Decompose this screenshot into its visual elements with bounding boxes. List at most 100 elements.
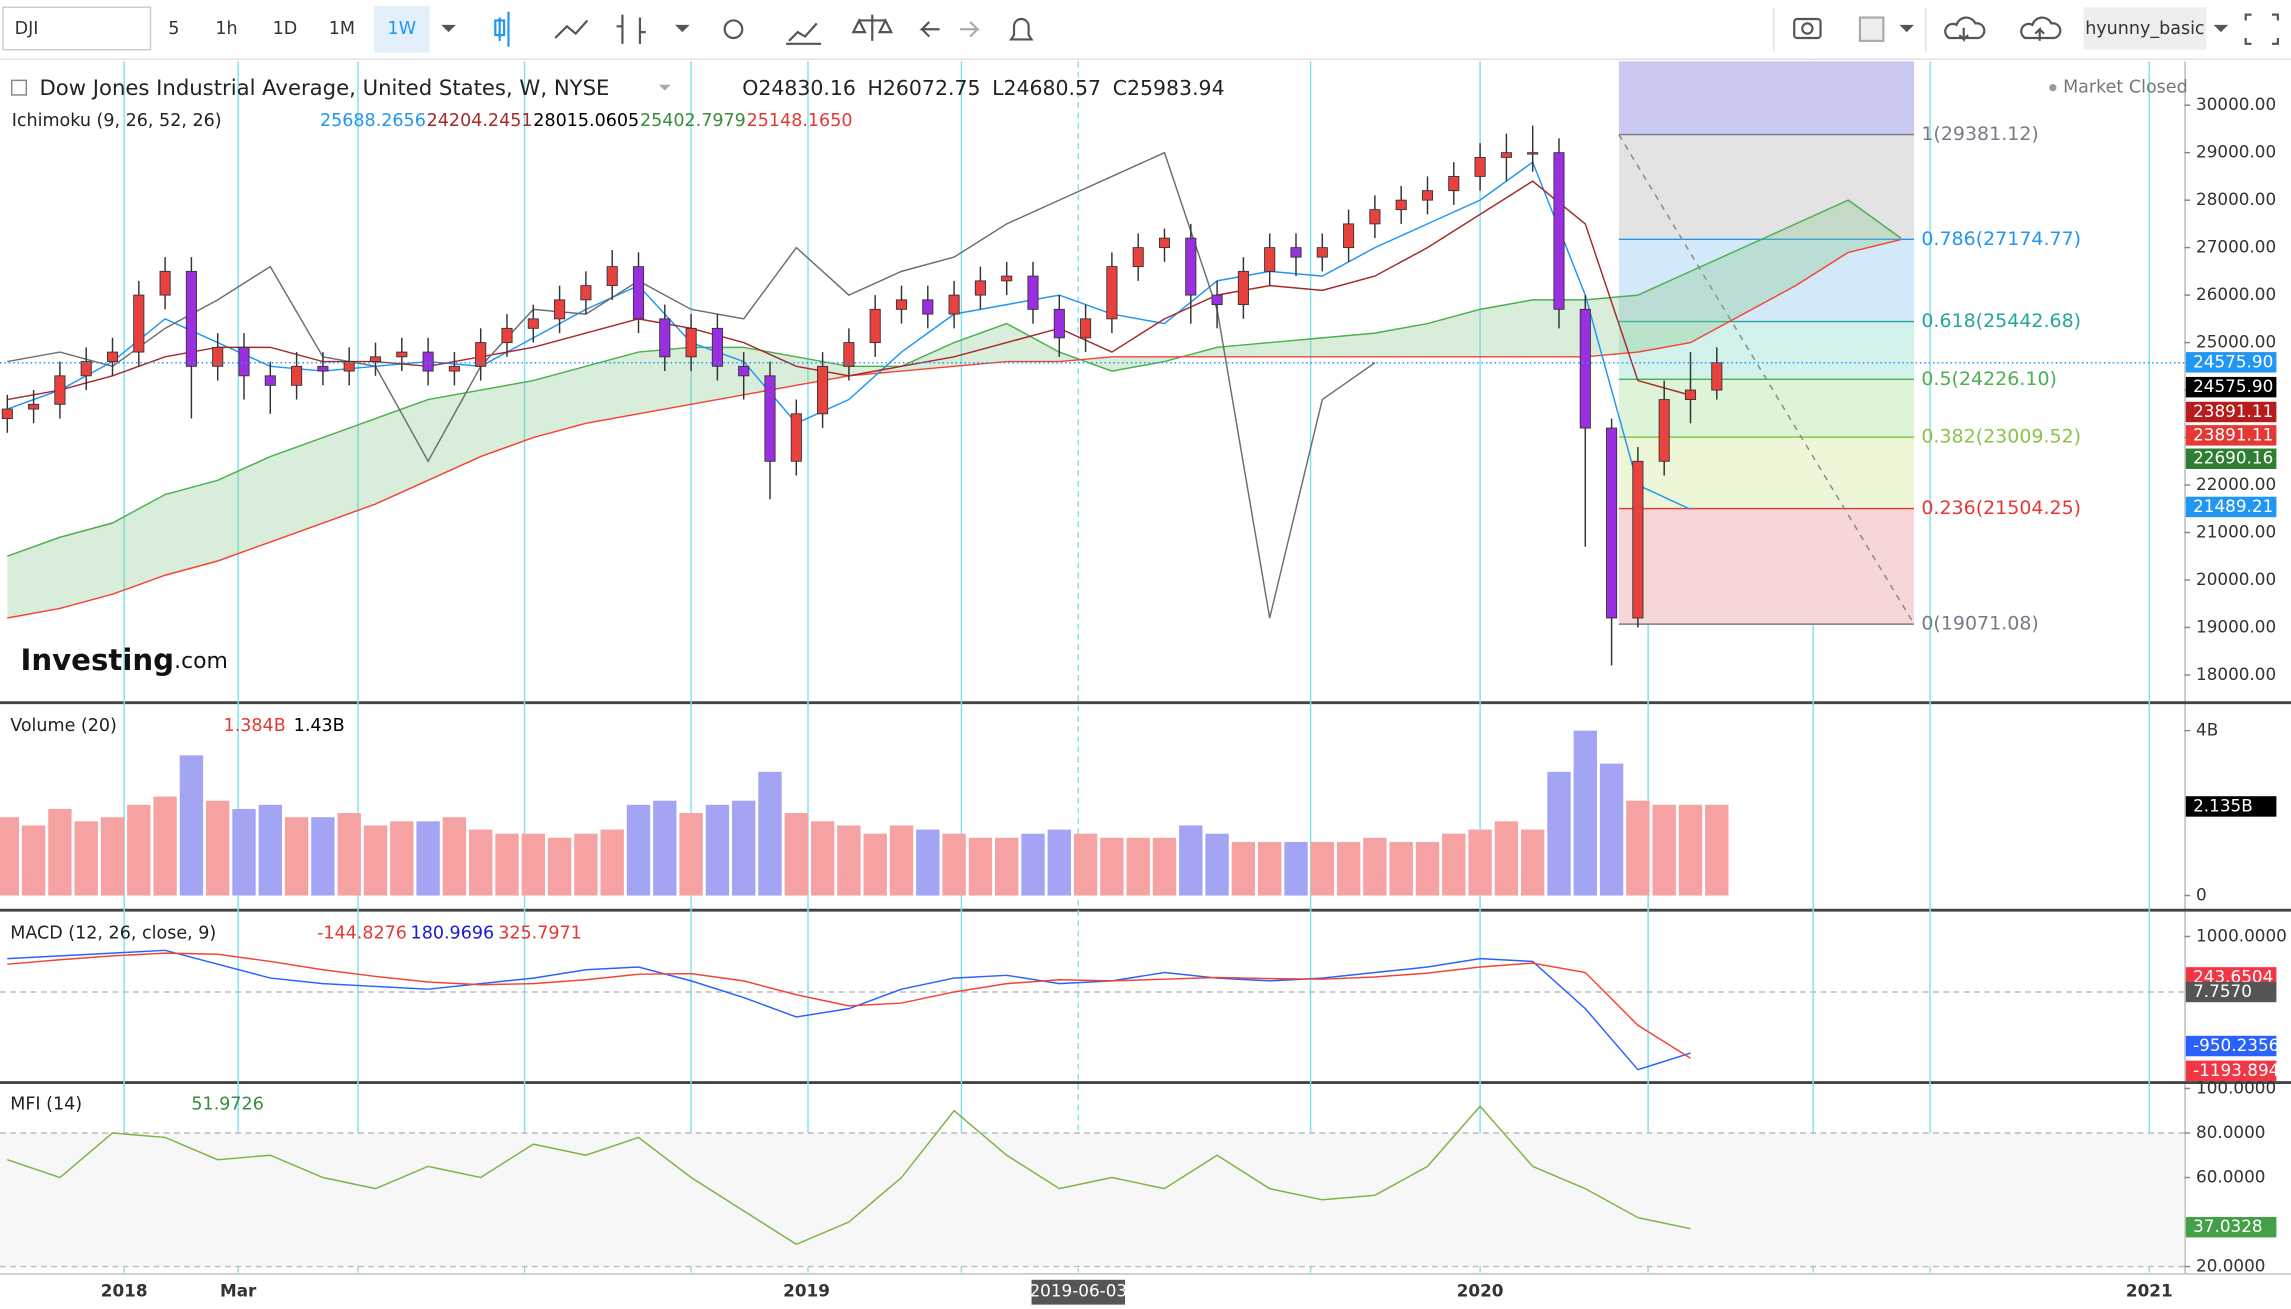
undo-icon[interactable] <box>919 21 940 38</box>
candle-body <box>659 318 671 358</box>
indicators-icon[interactable] <box>786 22 822 45</box>
vertical-lines <box>123 61 2151 1273</box>
indicator-line <box>7 949 1691 1071</box>
volume-bar <box>1336 841 1361 896</box>
interval-button[interactable]: 1D <box>273 19 298 39</box>
y-tick-label: 20000.00 <box>2196 569 2276 589</box>
candle-body <box>1 408 13 419</box>
fib-band <box>1618 508 1915 625</box>
user-box[interactable] <box>2083 7 2207 50</box>
interval-group: 5 1h 1D 1M 1W <box>168 5 430 53</box>
settings-icon[interactable] <box>723 19 744 40</box>
candle-body <box>212 346 224 367</box>
price-tag-label: 21489.21 <box>2193 496 2273 516</box>
time-axis: 2018 Mar 2019 2019-06-03 2020 2021 <box>101 1279 2173 1305</box>
interval-button[interactable]: 5 <box>168 19 179 39</box>
camera-lens[interactable] <box>1801 22 1814 35</box>
plots: 30000.00 29000.00 28000.00 27000.00 26000.00… <box>0 61 2290 1276</box>
y-tick-label: 20.0000 <box>2196 1256 2265 1276</box>
line-icon[interactable] <box>554 19 589 39</box>
legend-value: 325.7971 <box>498 924 582 944</box>
volume-bar <box>1442 833 1466 896</box>
y-tick-label: 100.0000 <box>2196 1077 2276 1097</box>
volume-bar <box>1705 804 1729 896</box>
volume-bar <box>732 800 756 896</box>
volume-title: Volume (20) <box>10 716 117 736</box>
y-tick-label: 0 <box>2196 885 2207 905</box>
candle-body <box>869 308 881 344</box>
price-tag <box>2185 401 2277 423</box>
compare-icon[interactable] <box>851 14 894 41</box>
candle-body <box>475 342 487 367</box>
candle-body <box>54 375 66 405</box>
candle-body <box>843 342 855 367</box>
cloud-save-icon[interactable] <box>2020 16 2062 41</box>
fib-band <box>1618 134 1915 240</box>
camera-icon[interactable] <box>1793 17 1822 40</box>
legend-value: 1.43B <box>294 716 345 736</box>
y-tick-label: 80.0000 <box>2196 1122 2265 1142</box>
time-label: 2021 <box>2126 1280 2173 1300</box>
alert-icon[interactable] <box>1009 17 1034 41</box>
bars-icon[interactable] <box>616 14 646 44</box>
fib-retracement: 1(29381.12) 0.786(27174.77) 0.618(25442.68… <box>1618 61 2081 635</box>
candle-body <box>817 365 829 415</box>
candle-body <box>1053 308 1065 339</box>
dropdown-icon[interactable] <box>675 24 690 33</box>
dropdown-icon[interactable] <box>2213 24 2229 33</box>
user-name[interactable]: hyunny_basic <box>2085 19 2204 39</box>
candle-body <box>922 299 934 315</box>
fib-label: 0.786(27174.77) <box>1921 228 2081 250</box>
interval-button[interactable]: 1W <box>388 19 416 39</box>
volume-bar <box>600 829 624 896</box>
indicator-value: 24204.2451 <box>427 111 533 131</box>
time-label: 2020 <box>1457 1280 1504 1300</box>
candle-body <box>1500 152 1512 158</box>
dropdown-icon[interactable] <box>441 24 456 33</box>
tool-icons <box>494 11 2279 47</box>
symbol-box[interactable] <box>2 6 152 51</box>
symbol[interactable]: DJI <box>15 19 39 39</box>
market-status: Market Closed <box>2063 78 2188 98</box>
interval-button[interactable]: 1M <box>329 19 355 39</box>
y-tick-label: 18000.00 <box>2196 664 2276 684</box>
redo-icon[interactable] <box>959 21 981 38</box>
cloud-load-icon[interactable] <box>1944 16 1986 43</box>
time-label: Mar <box>220 1280 257 1300</box>
candle-body <box>1264 247 1276 272</box>
fib-label: 0.382(23009.52) <box>1921 426 2081 448</box>
volume-bar <box>1652 804 1676 896</box>
volume-bar <box>1678 804 1703 896</box>
fullscreen-icon[interactable] <box>2244 13 2279 45</box>
cursor-date-bg <box>1031 1279 1126 1305</box>
volume-bar <box>1284 841 1308 896</box>
volume-bar <box>1310 841 1334 896</box>
price-tag <box>2185 496 2277 518</box>
color-box[interactable] <box>1858 16 1885 43</box>
candle-body <box>554 299 566 320</box>
volume-bar <box>863 833 887 896</box>
logo-suffix: .com <box>174 649 228 674</box>
y-tick-label: 28000.00 <box>2196 189 2276 209</box>
volume-bar <box>1100 837 1124 896</box>
candle-body <box>238 346 250 377</box>
volume-bar <box>679 813 703 896</box>
price-tag <box>2185 1060 2277 1082</box>
volume-bar <box>311 817 335 896</box>
collapse-icon[interactable] <box>10 79 28 96</box>
candle-body <box>1211 294 1223 306</box>
candle-body-icon[interactable] <box>494 19 506 37</box>
price-tag <box>2185 425 2277 446</box>
price-tag <box>2185 796 2277 817</box>
time-label: 2019 <box>783 1280 830 1300</box>
dropdown-icon[interactable] <box>658 84 671 91</box>
candle-body <box>1158 237 1171 249</box>
fib-trend <box>1618 134 1915 625</box>
interval-button[interactable]: 1h <box>215 19 237 39</box>
dropdown-icon[interactable] <box>1899 24 1915 33</box>
indicator-value: 28015.0605 <box>533 111 639 131</box>
volume-bar <box>705 804 730 896</box>
time-label: 2019-06-03 <box>1029 1280 1127 1300</box>
